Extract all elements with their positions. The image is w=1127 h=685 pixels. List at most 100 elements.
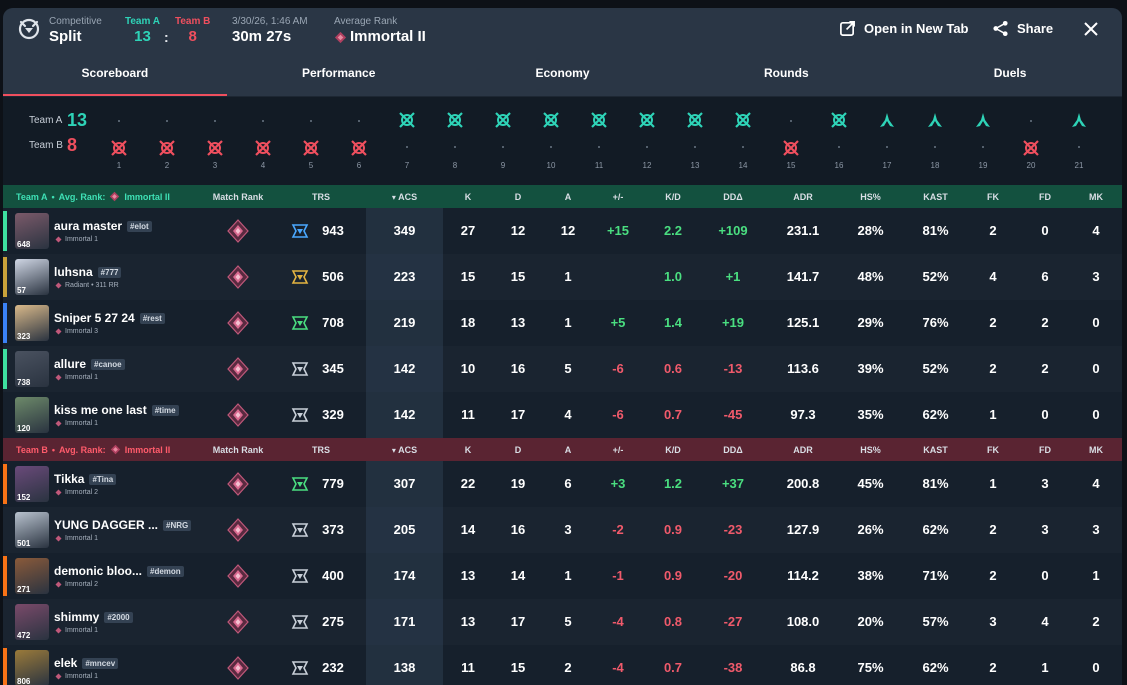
share-button[interactable]: Share (992, 20, 1053, 37)
round-16[interactable]: 16 (828, 97, 850, 177)
column-header-acs[interactable]: ▾ ACS (366, 445, 443, 455)
player-name-block[interactable]: kiss me one last #time (54, 403, 179, 417)
column-header-kast[interactable]: KAST (923, 445, 948, 455)
round-4[interactable]: 4 (252, 97, 274, 177)
player-name-block[interactable]: YUNG DAGGER ... #NRG (54, 518, 192, 532)
player-name: kiss me one last (54, 403, 147, 417)
column-header-pm[interactable]: +/- (612, 445, 624, 455)
tab-rounds[interactable]: Rounds (763, 66, 809, 80)
tab-duels[interactable]: Duels (993, 66, 1027, 80)
column-header-adr[interactable]: ADR (793, 192, 813, 202)
player-row[interactable]: 472 shimmy #2000 Immortal 1 275 171 13 17 5 -4 0.8… (3, 599, 1122, 645)
column-header-trs[interactable]: TRS (312, 192, 330, 202)
acs-header-label: ACS (398, 445, 418, 455)
open-new-tab-button[interactable]: Open in New Tab (839, 20, 969, 37)
round-7[interactable]: 7 (396, 97, 418, 177)
player-name-block[interactable]: elek #mncev (54, 656, 119, 670)
column-header-hs[interactable]: HS% (860, 445, 881, 455)
round-8[interactable]: 8 (444, 97, 466, 177)
round-19[interactable]: 19 (972, 97, 994, 177)
rank-small-icon (55, 489, 62, 496)
player-name-block[interactable]: Tikka #Tina (54, 472, 117, 486)
trs-tier-icon (291, 316, 309, 330)
player-name-block[interactable]: Sniper 5 27 24 #rest (54, 311, 165, 325)
column-header-kast[interactable]: KAST (923, 192, 948, 202)
column-header-pm[interactable]: +/- (612, 192, 624, 202)
column-header-match-rank[interactable]: Match Rank (212, 445, 264, 455)
round-13[interactable]: 13 (684, 97, 706, 177)
round-6[interactable]: 6 (348, 97, 370, 177)
column-header-mk[interactable]: MK (1089, 445, 1103, 455)
tab-performance[interactable]: Performance (302, 66, 376, 80)
round-15[interactable]: 15 (780, 97, 802, 177)
column-header-acs[interactable]: ▾ ACS (366, 192, 443, 202)
column-header-kd[interactable]: K/D (665, 192, 681, 202)
round-9[interactable]: 9 (492, 97, 514, 177)
round-21[interactable]: 21 (1068, 97, 1090, 177)
player-row[interactable]: 57 luhsna #777 Radiant • 311 RR 506 223 15 15 1 1… (3, 254, 1122, 300)
round-11[interactable]: 11 (588, 97, 610, 177)
player-name-block[interactable]: aura master #elot (54, 219, 152, 233)
column-header-dda[interactable]: DDΔ (723, 192, 743, 202)
timeline-team-a-label: Team A (29, 115, 63, 126)
avg-rank-label: Avg. Rank: (59, 444, 106, 455)
player-row[interactable]: 806 elek #mncev Immortal 1 232 138 11 15 2 -4 0.7 -… (3, 645, 1122, 685)
round-12[interactable]: 12 (636, 97, 658, 177)
stat-dda: -20 (723, 568, 743, 583)
round-2[interactable]: 2 (156, 97, 178, 177)
column-header-fk[interactable]: FK (987, 192, 999, 202)
separator-dot: • (51, 191, 55, 202)
column-header-fk[interactable]: FK (987, 445, 999, 455)
column-header-trs[interactable]: TRS (312, 445, 330, 455)
player-name-block[interactable]: shimmy #2000 (54, 610, 133, 624)
close-icon[interactable] (1080, 18, 1102, 40)
column-header-hs[interactable]: HS% (860, 192, 881, 202)
stat-mk: 4 (1092, 476, 1100, 491)
column-header-k[interactable]: K (464, 192, 472, 202)
column-header-fd[interactable]: FD (1039, 445, 1051, 455)
column-header-a[interactable]: A (564, 445, 572, 455)
player-row[interactable]: 152 Tikka #Tina Immortal 2 779 307 22 19 6 +3 1.2 +… (3, 461, 1122, 507)
column-header-k[interactable]: K (464, 445, 472, 455)
round-1[interactable]: 1 (108, 97, 130, 177)
column-header-kd[interactable]: K/D (665, 445, 681, 455)
stat-pm: +3 (610, 476, 626, 491)
player-name-block[interactable]: allure #canoe (54, 357, 125, 371)
column-header-adr[interactable]: ADR (793, 445, 813, 455)
player-name-block[interactable]: luhsna #777 (54, 265, 122, 279)
column-header-dda[interactable]: DDΔ (723, 445, 743, 455)
elimination-icon (447, 112, 463, 128)
column-header-a[interactable]: A (564, 192, 572, 202)
round-17[interactable]: 17 (876, 97, 898, 177)
tab-economy[interactable]: Economy (535, 66, 590, 80)
round-5[interactable]: 5 (300, 97, 322, 177)
player-row[interactable]: 501 YUNG DAGGER ... #NRG Immortal 1 373 205 14… (3, 507, 1122, 553)
stat-d: 19 (510, 476, 526, 491)
column-header-d[interactable]: D (514, 445, 522, 455)
player-row[interactable]: 323 Sniper 5 27 24 #rest Immortal 3 708 219 18… (3, 300, 1122, 346)
round-14[interactable]: 14 (732, 97, 754, 177)
stat-acs: 142 (393, 407, 416, 422)
acs-highlight (366, 208, 443, 254)
stat-a: 2 (564, 660, 572, 675)
round-18[interactable]: 18 (924, 97, 946, 177)
player-row[interactable]: 738 allure #canoe Immortal 1 345 142 10 16 5 -6 0.… (3, 346, 1122, 392)
player-row[interactable]: 648 aura master #elot Immortal 1 943 349 27 12 1… (3, 208, 1122, 254)
column-header-mk[interactable]: MK (1089, 192, 1103, 202)
player-row[interactable]: 271 demonic bloo... #demon Immortal 2 400 174… (3, 553, 1122, 599)
stat-acs: 171 (393, 614, 416, 629)
round-20[interactable]: 20 (1020, 97, 1042, 177)
column-header-fd[interactable]: FD (1039, 192, 1051, 202)
player-row[interactable]: 120 kiss me one last #time Immortal 1 329 142… (3, 392, 1122, 438)
column-header-match-rank[interactable]: Match Rank (212, 192, 264, 202)
player-level: 271 (17, 585, 31, 594)
player-name-block[interactable]: demonic bloo... #demon (54, 564, 184, 578)
round-10[interactable]: 10 (540, 97, 562, 177)
column-header-d[interactable]: D (514, 192, 522, 202)
stat-hs: 28% (857, 223, 884, 238)
round-3[interactable]: 3 (204, 97, 226, 177)
tab-scoreboard[interactable]: Scoreboard (3, 52, 227, 96)
elimination-icon (639, 112, 655, 128)
player-rank: Immortal 1 (55, 673, 98, 680)
player-color-stripe (3, 556, 7, 596)
